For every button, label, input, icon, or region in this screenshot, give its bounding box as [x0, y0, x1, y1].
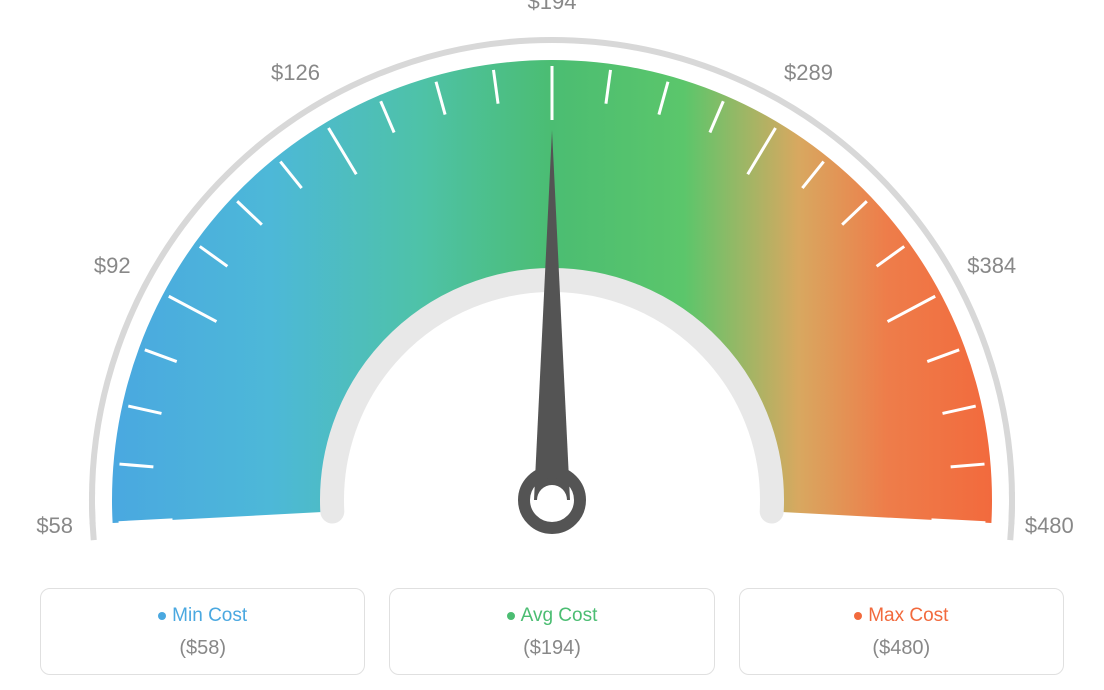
gauge-svg: [0, 0, 1104, 560]
legend-max-label: Max Cost: [868, 605, 948, 626]
legend-avg-label: Avg Cost: [521, 605, 598, 626]
legend-min-label: Min Cost: [172, 605, 247, 626]
tick-label: $92: [94, 253, 131, 279]
legend-max-value: ($480): [740, 637, 1063, 660]
tick-label: $384: [967, 253, 1016, 279]
legend-avg-title: Avg Cost: [390, 605, 713, 627]
legend-max-title: Max Cost: [740, 605, 1063, 627]
legend-min-box: Min Cost ($58): [40, 588, 365, 675]
needle-hub-inner: [537, 485, 567, 515]
legend-min-value: ($58): [41, 637, 364, 660]
gauge-container: $58 $92 $126 $194 $289 $384 $480: [0, 0, 1104, 560]
legend-avg-dot: [507, 612, 515, 620]
tick-label: $480: [1025, 513, 1074, 539]
tick-label: $194: [528, 0, 577, 15]
legend-max-dot: [854, 612, 862, 620]
legend-min-title: Min Cost: [41, 605, 364, 627]
tick-label: $289: [784, 60, 833, 86]
tick-label: $126: [271, 60, 320, 86]
legend-avg-value: ($194): [390, 637, 713, 660]
legend-row: Min Cost ($58) Avg Cost ($194) Max Cost …: [0, 588, 1104, 675]
legend-max-box: Max Cost ($480): [739, 588, 1064, 675]
legend-min-dot: [158, 612, 166, 620]
legend-avg-box: Avg Cost ($194): [389, 588, 714, 675]
tick-label: $58: [36, 513, 73, 539]
